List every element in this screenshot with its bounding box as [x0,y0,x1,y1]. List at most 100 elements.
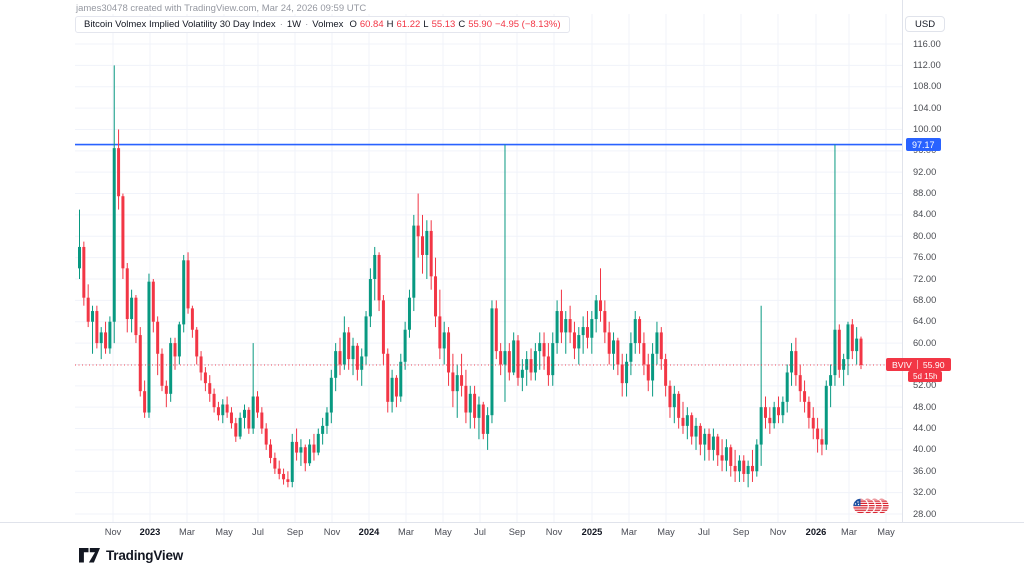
price-axis-label: 76.00 [913,252,937,263]
last-price-symbol: BVIV [892,359,912,370]
price-axis-label: 60.00 [913,337,937,348]
candle-body [290,441,294,482]
candle-body [625,361,629,384]
candle-body [733,465,737,472]
price-axis-label: 36.00 [913,465,937,476]
candle-body [859,338,863,365]
candle-body [256,396,260,413]
candle-body [646,364,650,381]
candle-body [186,260,190,309]
price-axis-label: 44.00 [913,423,937,434]
candle-body [837,329,841,370]
candle-body [229,412,233,424]
candle-body [451,372,455,392]
candle-body [407,297,411,330]
candle-body [499,351,503,365]
tag-divider [916,360,918,370]
candle-body [785,372,789,402]
legend-separator: · [305,19,309,30]
candle-body [321,425,325,434]
candle-body [824,385,828,445]
candle-body [269,444,273,458]
candle-body [750,465,754,472]
price-axis-label: 68.00 [913,294,937,305]
candle-body [781,401,785,416]
candle-body [581,327,585,336]
candle-body [790,351,794,373]
low-label: L [423,19,429,30]
candle-body [716,436,720,456]
candle-body [273,457,277,469]
candle-body [829,375,833,386]
time-axis-label: May [877,527,895,537]
candle-body [412,225,416,298]
tradingview-logo[interactable]: TradingView [79,548,183,563]
candle-body [594,300,598,320]
candle-body [703,433,707,445]
candle-body [559,311,563,333]
open-label: O [349,19,357,30]
candle-body [108,321,112,349]
candle-body [520,369,524,378]
candle-body [490,308,494,416]
candle-body [325,412,329,426]
candle-body [195,329,199,357]
time-axis-label: 2024 [358,527,380,537]
price-axis-label: 104.00 [913,102,942,113]
symbol-legend[interactable]: Bitcoin Volmex Implied Volatility 30 Day… [75,16,570,33]
candle-body [91,311,95,322]
candle-body [82,246,86,298]
price-axis-label: 112.00 [913,59,941,70]
time-axis-label: Mar [397,527,415,537]
candle-body [777,407,781,416]
high-label: H [386,19,394,30]
time-axis-label: Mar [620,527,638,537]
candle-body [803,391,807,402]
candle-body [642,343,646,365]
candle-body [655,332,659,354]
candle-body [368,279,372,317]
candle-body [525,359,529,370]
candle-body [507,351,511,373]
price-axis-separator [902,0,903,522]
candle-body [620,364,624,384]
candle-body [707,433,711,450]
candle-body [234,423,238,437]
candle-body [420,236,424,255]
candle-body [190,308,194,330]
candle-body [329,377,333,413]
candle-body [360,356,364,370]
flag-circles-icon[interactable] [852,497,890,515]
candle-body [208,383,212,394]
price-axis-label: 48.00 [913,401,937,412]
candle-body [160,353,164,386]
price-axis-label: 88.00 [913,188,937,199]
candle-body [247,409,251,429]
time-axis-label: 2023 [139,527,161,537]
time-axis-label: 2025 [581,527,603,537]
currency-toggle-button[interactable]: USD [905,16,946,32]
candle-body [512,340,516,373]
candle-body [225,404,229,413]
candle-body [638,319,642,344]
tradingview-logo-text: TradingView [106,548,184,563]
candle-body [542,343,546,357]
candle-body [585,327,589,338]
candle-body [659,332,663,360]
price-axis-label: 116.00 [913,38,941,49]
candle-body [768,417,772,424]
candle-body [516,340,520,378]
candle-body [351,345,355,360]
candle-body [503,351,507,365]
candle-body [486,415,490,434]
candle-body [694,425,698,437]
price-axis-label: 84.00 [913,209,937,220]
price-axis-label: 52.00 [913,380,937,391]
candle-body [173,343,177,357]
candle-body [820,439,824,445]
candle-body [138,335,142,392]
candle-body [494,308,498,352]
candle-body [755,444,759,472]
